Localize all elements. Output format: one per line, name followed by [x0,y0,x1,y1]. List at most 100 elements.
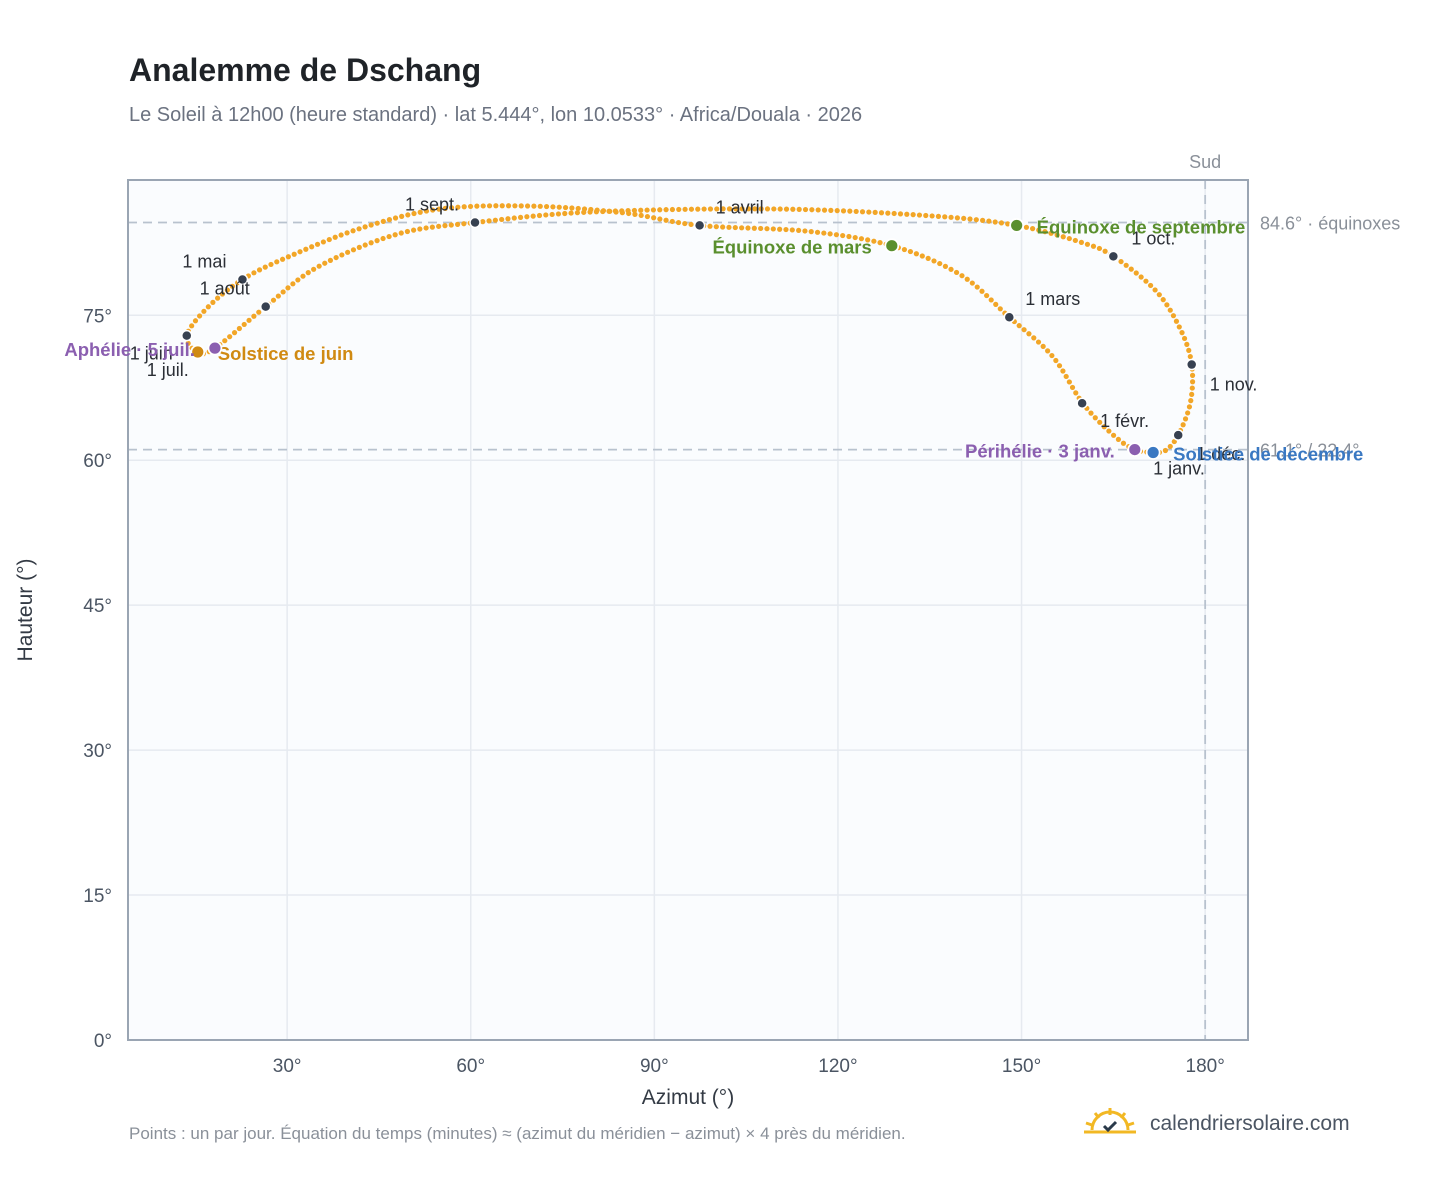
daily-dot [356,244,362,250]
daily-dot [872,209,878,215]
y-tick-label: 15° [83,886,112,907]
daily-dot [847,208,853,214]
daily-dot [275,293,281,299]
daily-dot [362,224,368,230]
daily-dot [436,206,442,212]
daily-dot [1063,373,1069,380]
daily-dot [537,203,543,209]
daily-dot [651,215,657,221]
daily-dot [821,230,827,236]
daily-dot [251,313,257,319]
daily-dot [783,226,789,233]
daily-dot [224,287,231,293]
daily-dot [1023,224,1030,230]
daily-dot [739,206,745,212]
daily-dot [285,254,291,260]
daily-dot [309,244,315,250]
daily-dot [543,212,549,218]
plot-background [128,180,1248,1040]
daily-dot [467,203,474,210]
daily-dot [256,309,262,315]
daily-dot [575,205,581,212]
daily-dot [969,280,975,286]
daily-dot [423,208,430,214]
daily-dot [815,207,821,213]
daily-dot [1084,241,1091,247]
y-tick-label: 0° [94,1031,112,1052]
daily-dot [657,216,663,222]
month-marker [1107,250,1120,263]
daily-dot [925,255,931,261]
x-tick-label: 30° [273,1056,302,1077]
daily-dot [1106,428,1112,434]
daily-dot [1096,245,1103,252]
axis-ticks: 30° 60° 90° 120° 150° 180° 0° 15° 30° 45° 60° 75° [83,306,1225,1077]
daily-dot [222,338,228,344]
daily-dot [392,232,398,238]
event-marker [1127,442,1143,457]
daily-dot [669,218,675,225]
daily-dot [392,215,399,221]
daily-dot [442,223,448,229]
daily-dot [840,232,846,239]
footnote: Points : un par jour. Équation du temps … [129,1124,906,1143]
daily-dot [1040,343,1046,349]
x-tick-label: 150° [1002,1056,1041,1077]
daily-dot [745,225,751,231]
daily-dot [720,206,726,212]
daily-dot [984,292,990,299]
daily-dot [574,210,581,216]
daily-dot [1189,391,1195,397]
daily-dot [480,203,486,209]
daily-dot [1036,227,1042,233]
daily-dot [907,248,914,255]
daily-dot [556,204,562,210]
daily-dot [499,216,505,223]
daily-dot [631,207,638,214]
daily-dot [877,240,883,246]
daily-dot [550,204,556,210]
daily-dot [1120,440,1127,446]
daily-dot [398,230,404,236]
daily-dot [802,206,809,213]
daily-dot [1048,230,1054,236]
daily-dot [997,306,1003,312]
event-label: Périhélie · 3 janv. [965,441,1115,462]
daily-dot [739,225,745,231]
daily-dot [241,321,247,328]
daily-dot [474,203,480,209]
daily-dot [448,205,455,211]
daily-dot [291,251,297,257]
daily-dot [587,209,593,215]
daily-dot [536,212,543,219]
month-marker [259,300,272,313]
month-marker-label: 1 déc. [1196,444,1245,464]
daily-dot [638,212,644,219]
daily-dot [846,233,852,240]
daily-dot [1021,327,1027,333]
daily-dot [1016,323,1022,329]
daily-dot [913,251,919,257]
daily-dot [1152,287,1158,293]
daily-dot [1066,379,1072,385]
month-marker [236,273,249,286]
daily-dot [871,238,877,244]
daily-dot [974,284,980,290]
daily-dot [362,242,368,248]
daily-dot [280,289,286,295]
daily-dot [986,218,992,224]
daily-dot [322,260,328,266]
daily-dot [486,203,493,209]
daily-dot [531,203,537,209]
analemma-curve [183,203,1196,456]
daily-dot [707,223,713,229]
daily-dot [436,223,442,229]
daily-dot [423,225,429,231]
daily-dot [1181,335,1188,342]
month-marker-label: 1 févr. [1100,411,1149,431]
daily-dot [461,204,467,210]
daily-dot [663,207,669,213]
daily-dot [910,212,916,218]
daily-dot [316,263,322,269]
